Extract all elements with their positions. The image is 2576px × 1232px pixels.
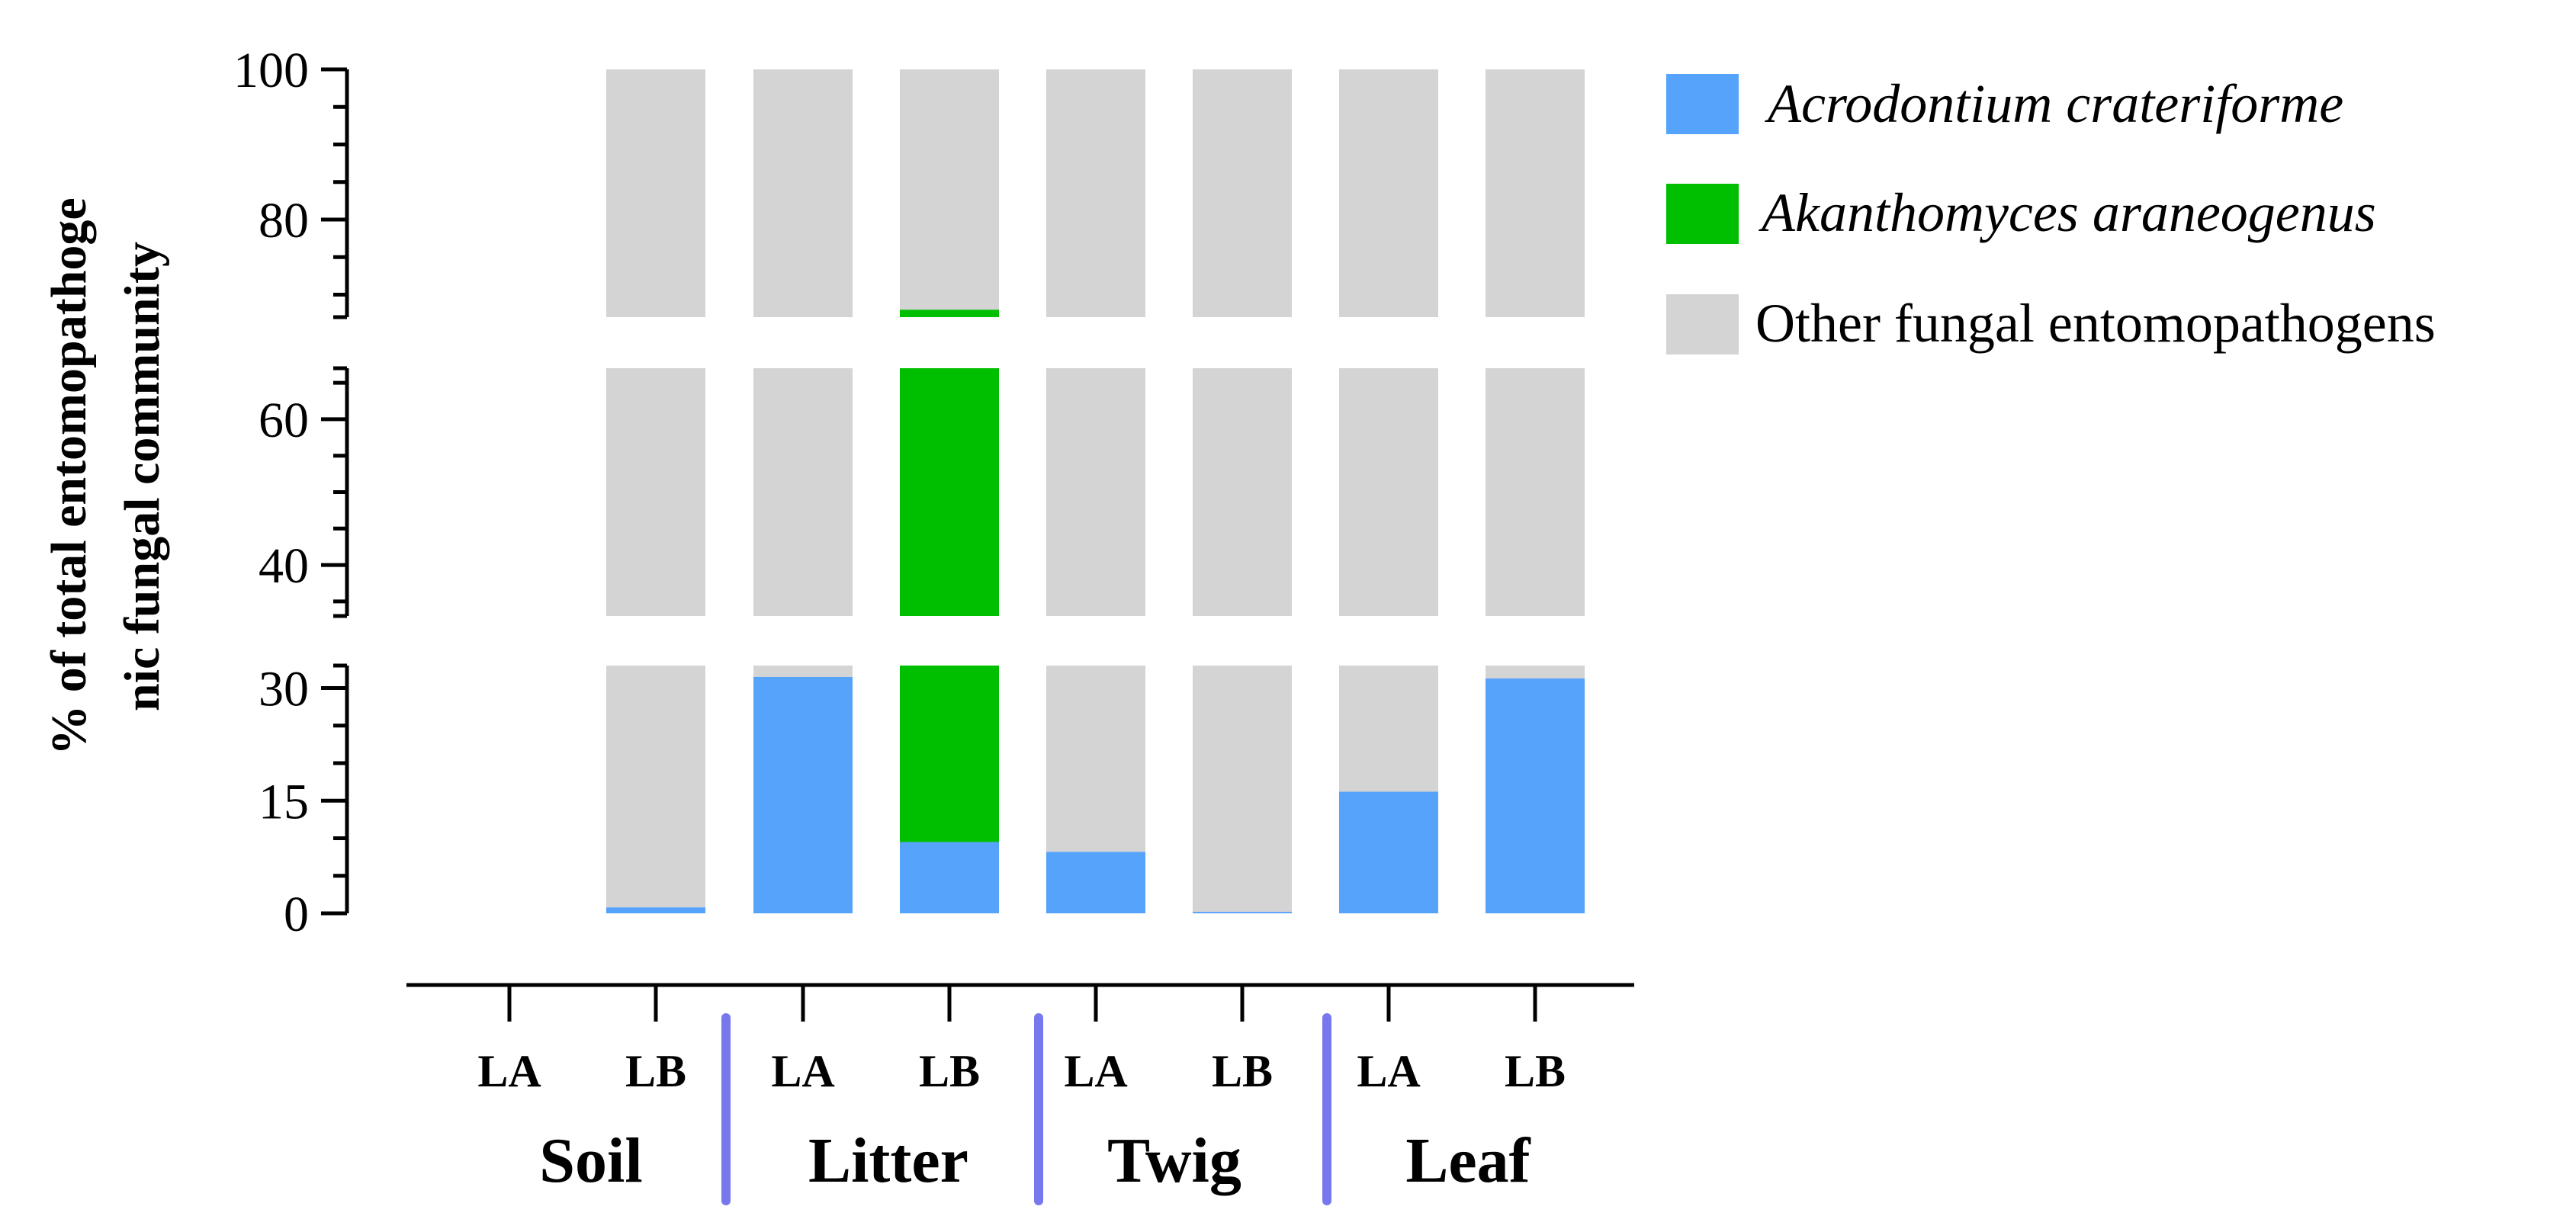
y-tick-label: 40: [259, 538, 309, 594]
bar-twig-lb-series-0: [1193, 912, 1292, 913]
bar-twig-la-series-2: [1046, 368, 1145, 616]
bar-twig-lb-series-2: [1193, 666, 1292, 913]
y-axis: 0 15 30 40 60 80 100: [233, 43, 349, 942]
bar-soil-lb-series-0: [606, 907, 705, 913]
bar-soil-lb-series-2: [606, 666, 705, 908]
x-axis: LA LB LA LB LA LB LA LB Soil Litter Twig Leaf: [406, 983, 1634, 1205]
bar-twig-la-series-0: [1046, 852, 1145, 913]
bar-litter-lb-series-1: [900, 666, 999, 842]
legend-label-other: Other fungal entomopathogens: [1755, 293, 2436, 354]
y-tick-label: 100: [233, 43, 309, 98]
bar-twig-la-series-2: [1046, 666, 1145, 852]
x-tick-label: LB: [625, 1046, 686, 1096]
bar-litter-lb-series-2: [900, 69, 999, 310]
x-tick-label: LA: [771, 1046, 834, 1096]
x-tick-label: LB: [1212, 1046, 1273, 1096]
bar-leaf-la-series-2: [1339, 69, 1438, 317]
legend-swatch-acrodontium: [1666, 74, 1739, 134]
x-tick-label: LB: [1505, 1046, 1566, 1096]
bar-twig-lb-series-2: [1193, 69, 1292, 317]
bar-litter-la-series-2: [753, 666, 853, 677]
y-axis-label-line1: % of total entomopathoge: [41, 197, 97, 755]
legend-swatch-akanthomyces: [1666, 184, 1739, 244]
bar-litter-lb-series-1: [900, 368, 999, 616]
bar-soil-lb-series-2: [606, 368, 705, 616]
legend-swatch-other: [1666, 294, 1739, 355]
y-tick-label: 30: [259, 662, 309, 717]
y-axis-label-line2: nic fungal community: [114, 242, 170, 711]
bar-twig-lb-series-2: [1193, 368, 1292, 616]
group-label-leaf: Leaf: [1405, 1125, 1531, 1196]
group-label-twig: Twig: [1107, 1125, 1241, 1196]
x-tick-label: LA: [1357, 1046, 1420, 1096]
bar-leaf-lb-series-0: [1486, 678, 1585, 913]
bar-leaf-lb-series-2: [1486, 368, 1585, 616]
bar-twig-la-series-2: [1046, 69, 1145, 317]
bars: [606, 69, 1585, 913]
x-tick-label: LB: [919, 1046, 980, 1096]
bar-litter-la-series-0: [753, 676, 853, 913]
group-label-litter: Litter: [808, 1125, 968, 1196]
bar-leaf-lb-series-2: [1486, 69, 1585, 317]
bar-leaf-lb-series-2: [1486, 666, 1585, 679]
bar-litter-la-series-2: [753, 368, 853, 616]
x-tick-label: LA: [477, 1046, 541, 1096]
y-tick-label: 15: [259, 774, 309, 829]
bar-leaf-la-series-2: [1339, 368, 1438, 616]
bar-litter-lb-series-1: [900, 310, 999, 317]
bar-litter-lb-series-0: [900, 842, 999, 913]
legend-label-akanthomyces: Akanthomyces araneogenus: [1759, 182, 2376, 243]
bar-soil-lb-series-2: [606, 69, 705, 317]
bar-leaf-la-series-0: [1339, 791, 1438, 913]
y-tick-label: 80: [259, 193, 309, 249]
bar-leaf-la-series-2: [1339, 666, 1438, 792]
group-label-soil: Soil: [539, 1125, 642, 1196]
legend-label-acrodontium: Acrodontium crateriforme: [1765, 73, 2343, 134]
bar-litter-la-series-2: [753, 69, 853, 317]
y-tick-label: 0: [284, 887, 309, 942]
x-tick-label: LA: [1064, 1046, 1127, 1096]
legend: Acrodontium crateriforme Akanthomyces ar…: [1666, 73, 2436, 355]
y-tick-label: 60: [259, 393, 309, 448]
